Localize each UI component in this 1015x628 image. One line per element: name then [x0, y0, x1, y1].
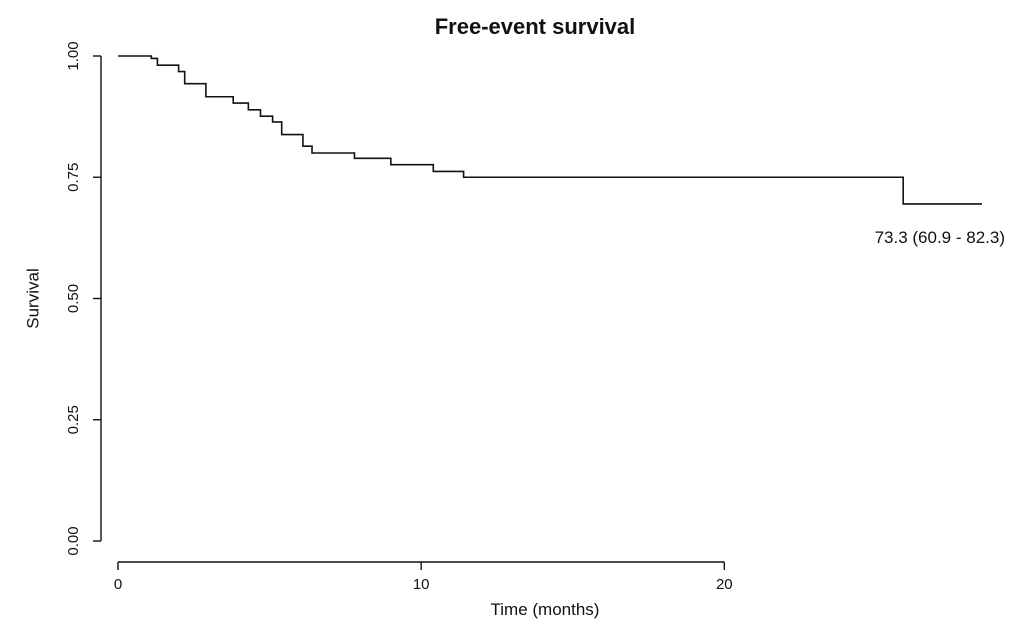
- x-tick-label: 0: [114, 576, 122, 593]
- x-tick-label: 20: [716, 576, 733, 593]
- x-ticks: 0 10 20: [114, 562, 733, 593]
- survival-curve: [118, 55, 982, 205]
- annotation-layer: 73.3 (60.9 - 82.3): [875, 228, 1005, 247]
- y-tick-label: 0.25: [65, 405, 82, 434]
- estimate-annotation: 73.3 (60.9 - 82.3): [875, 228, 1005, 247]
- x-axis-label: Time (months): [491, 600, 600, 619]
- y-tick-label: 0.75: [65, 163, 82, 192]
- x-tick-label: 10: [413, 576, 430, 593]
- chart-title: Free-event survival: [435, 14, 636, 39]
- y-tick-label: 0.50: [65, 284, 82, 313]
- y-axis-label: Survival: [23, 268, 42, 328]
- y-tick-label: 0.00: [65, 526, 82, 555]
- series-layer: [118, 55, 982, 205]
- axes: 0.00 0.25 0.50 0.75 1.00 0 10 20: [65, 41, 733, 593]
- y-ticks: 0.00 0.25 0.50 0.75 1.00: [65, 41, 101, 556]
- y-tick-label: 1.00: [65, 41, 82, 70]
